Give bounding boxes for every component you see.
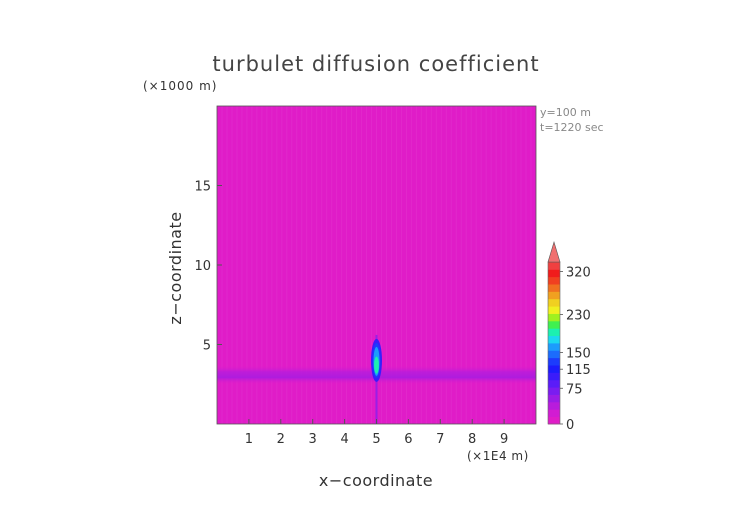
x-tick-label: 3: [309, 432, 317, 447]
colorbar-segment: [548, 335, 560, 344]
colorbar-segment: [548, 320, 560, 329]
x-tick-label: 2: [277, 432, 285, 447]
y-unit-label: (×1000 m): [143, 79, 217, 93]
x-tick-label: 9: [500, 432, 508, 447]
colorbar-segment: [548, 262, 560, 270]
colorbar-segment: [548, 350, 560, 359]
y-tick-label: 5: [203, 339, 211, 354]
colorbar-segment: [548, 365, 560, 373]
plume-core: [374, 356, 379, 374]
x-axis-label: x−coordinate: [319, 471, 433, 490]
colorbar-tick-label: 230: [566, 308, 591, 323]
colorbar-segment: [548, 409, 560, 418]
annotation-t: t=1220 sec: [540, 121, 604, 134]
colorbar-segment: [548, 387, 560, 395]
colorbar-segment: [548, 372, 560, 381]
colorbar-tick-label: 0: [566, 418, 574, 433]
colorbar-segment: [548, 357, 560, 366]
colorbar-segment: [548, 416, 560, 425]
colorbar-tick-label: 75: [566, 382, 583, 397]
colorbar-segment: [548, 298, 560, 307]
plot-area: [216, 105, 537, 425]
colorbar-segment: [548, 401, 560, 410]
colorbar-segment: [548, 291, 560, 300]
x-axis-ticks: 1 2 3 4 5 6 7 8 9: [245, 419, 508, 447]
x-tick-label: 6: [404, 432, 412, 447]
chart-title: turbulet diffusion coefficient: [212, 52, 539, 76]
x-tick-label: 8: [468, 432, 476, 447]
colorbar-segment: [548, 284, 560, 292]
colorbar-segment: [548, 379, 560, 388]
colorbar-segment: [548, 269, 560, 278]
colorbar-max-arrow: [547, 240, 561, 263]
colorbar-segment: [548, 306, 560, 314]
colorbar-segment: [548, 276, 560, 285]
y-tick-label: 15: [194, 180, 211, 195]
annotation-y: y=100 m: [540, 106, 591, 119]
colorbar-tick-label: 320: [566, 266, 591, 281]
x-tick-label: 7: [436, 432, 444, 447]
colorbar-segment: [548, 328, 560, 337]
x-tick-label: 5: [372, 432, 380, 447]
colorbar-tick-label: 150: [566, 347, 591, 362]
colorbar-segment: [548, 343, 560, 351]
x-tick-label: 1: [245, 432, 253, 447]
y-axis-ticks: 5 10 15: [194, 180, 222, 354]
colorbar-tick-label: 115: [566, 363, 591, 378]
colorbar-segment: [548, 313, 560, 322]
colorbar-segment: [548, 394, 560, 403]
y-tick-label: 10: [194, 259, 211, 274]
y-axis-label: z−coordinate: [166, 211, 185, 324]
x-unit-label: (×1E4 m): [467, 449, 529, 463]
x-tick-label: 4: [340, 432, 348, 447]
